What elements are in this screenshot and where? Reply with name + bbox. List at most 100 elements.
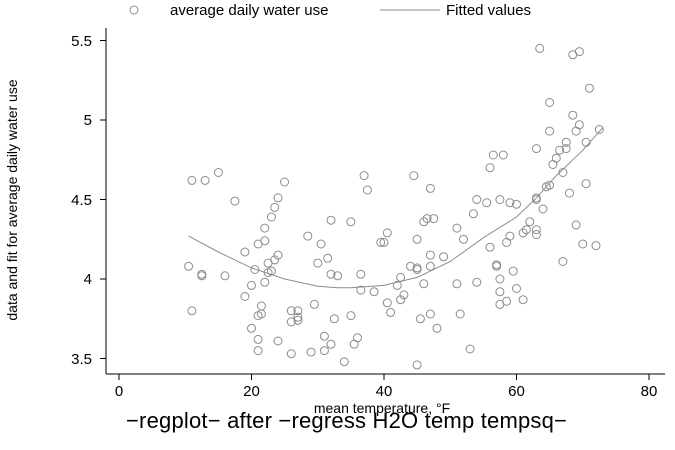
data-point — [531, 230, 541, 239]
data-point — [286, 317, 296, 327]
data-point — [574, 47, 584, 57]
data-point — [568, 110, 578, 120]
data-point — [518, 295, 528, 305]
data-point — [184, 261, 194, 271]
data-point — [356, 269, 366, 279]
x-tick-label: 80 — [641, 383, 658, 400]
scatter-points-layer — [184, 43, 604, 370]
data-point — [581, 179, 591, 189]
y-tick-label: 5 — [84, 112, 92, 129]
data-point — [306, 347, 316, 357]
chart-caption: −regplot− after −regress H2O temp tempsq… — [126, 408, 568, 433]
data-point — [260, 236, 270, 246]
data-point — [379, 237, 389, 247]
data-point — [419, 217, 429, 227]
data-point — [425, 309, 435, 319]
x-ticks: 0 20 40 60 80 — [115, 374, 658, 400]
data-point — [260, 223, 270, 233]
data-point — [555, 145, 565, 155]
data-point — [472, 195, 482, 204]
data-point — [346, 217, 356, 227]
data-point — [326, 339, 336, 349]
data-point — [273, 250, 283, 260]
x-tick-label: 40 — [376, 383, 393, 400]
data-point — [538, 204, 548, 214]
data-point — [409, 171, 419, 181]
data-point — [518, 228, 528, 238]
data-point — [581, 137, 591, 147]
x-tick-label: 20 — [243, 383, 260, 400]
data-point — [382, 298, 392, 308]
data-point — [220, 271, 230, 281]
data-point — [558, 168, 568, 177]
data-point — [512, 199, 521, 209]
data-point — [187, 175, 197, 185]
data-point — [545, 98, 555, 107]
data-point — [230, 196, 240, 206]
data-point — [270, 255, 280, 265]
data-point — [482, 198, 492, 208]
data-point — [247, 323, 256, 333]
data-point — [197, 271, 207, 281]
data-point — [561, 137, 571, 147]
data-point — [247, 280, 256, 290]
data-point — [545, 126, 555, 136]
data-point — [266, 266, 276, 276]
data-point — [286, 306, 296, 316]
legend-label-scatter: average daily water use — [170, 2, 328, 19]
x-tick-label: 60 — [508, 383, 525, 400]
data-point — [571, 220, 581, 230]
data-point — [505, 231, 515, 241]
data-point — [425, 183, 435, 193]
data-point — [187, 306, 197, 316]
data-point — [584, 83, 594, 93]
data-point — [333, 271, 343, 281]
data-point — [594, 125, 604, 134]
legend-marker-scatter — [129, 5, 139, 15]
data-point — [359, 171, 369, 181]
data-point — [558, 257, 568, 266]
data-point — [250, 265, 260, 274]
data-point — [459, 234, 468, 244]
data-point — [468, 209, 478, 219]
data-point — [396, 295, 406, 305]
y-ticks: 3.5 4 4.5 5 5.5 — [71, 33, 106, 368]
data-point — [240, 247, 250, 257]
data-point — [422, 214, 432, 224]
data-point — [309, 299, 319, 309]
data-point — [326, 269, 336, 279]
data-point — [485, 242, 495, 252]
data-point — [240, 292, 250, 301]
data-point — [286, 349, 296, 359]
data-point — [531, 225, 541, 235]
data-point — [452, 279, 462, 289]
data-point — [472, 277, 482, 287]
data-point — [303, 231, 313, 241]
data-point — [415, 314, 425, 324]
data-point — [412, 263, 422, 273]
data-point — [329, 314, 339, 324]
data-point — [280, 177, 290, 187]
data-point — [200, 175, 210, 185]
data-point — [273, 193, 283, 203]
data-point — [502, 296, 512, 306]
data-point — [455, 309, 465, 319]
data-point — [323, 253, 333, 263]
data-point — [293, 315, 303, 325]
data-point — [253, 334, 263, 344]
data-point — [256, 301, 266, 311]
y-tick-label: 5.5 — [71, 33, 92, 50]
data-point — [319, 331, 329, 341]
data-point — [521, 225, 531, 235]
data-point — [578, 239, 588, 249]
data-point — [382, 228, 392, 238]
fitted-values-line — [188, 127, 603, 289]
data-point — [356, 285, 366, 295]
data-point — [256, 309, 266, 319]
data-point — [565, 188, 574, 198]
data-point — [574, 120, 584, 130]
data-point — [492, 261, 502, 271]
data-point — [488, 150, 498, 160]
data-point — [270, 202, 280, 212]
data-point — [339, 357, 349, 367]
